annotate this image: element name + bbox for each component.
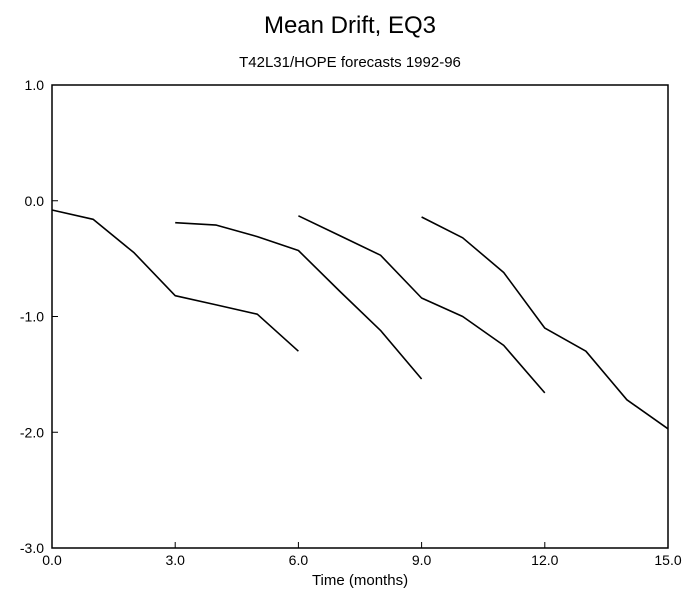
series-line-2 bbox=[175, 221, 423, 380]
tick-labels: 0.0 3.0 6.0 9.0 12.0 15.0 1.0 0.0 -1.0 -2.0 -3.0 bbox=[20, 77, 682, 568]
x-axis-title: Time (months) bbox=[312, 572, 408, 589]
series-line-3 bbox=[298, 215, 546, 394]
y-tick-label: -3.0 bbox=[20, 540, 44, 556]
x-tick-label: 0.0 bbox=[42, 552, 62, 568]
y-tick-label: -1.0 bbox=[20, 309, 44, 325]
series-lines bbox=[51, 209, 669, 430]
x-tick-label: 9.0 bbox=[412, 552, 432, 568]
x-tick-label: 15.0 bbox=[654, 552, 681, 568]
x-tick-label: 3.0 bbox=[165, 552, 185, 568]
y-tick-label: 0.0 bbox=[25, 193, 45, 209]
series-line-4 bbox=[421, 216, 669, 430]
x-tick-label: 12.0 bbox=[531, 552, 558, 568]
y-tick-label: 1.0 bbox=[25, 77, 45, 93]
y-tick-label: -2.0 bbox=[20, 424, 44, 440]
chart-subtitle: T42L31/HOPE forecasts 1992-96 bbox=[239, 54, 461, 71]
chart-title: Mean Drift, EQ3 bbox=[263, 12, 437, 39]
axis-ticks bbox=[51, 84, 669, 549]
series-line-1 bbox=[51, 209, 299, 352]
x-tick-label: 6.0 bbox=[289, 552, 309, 568]
plot-frame bbox=[51, 84, 669, 549]
